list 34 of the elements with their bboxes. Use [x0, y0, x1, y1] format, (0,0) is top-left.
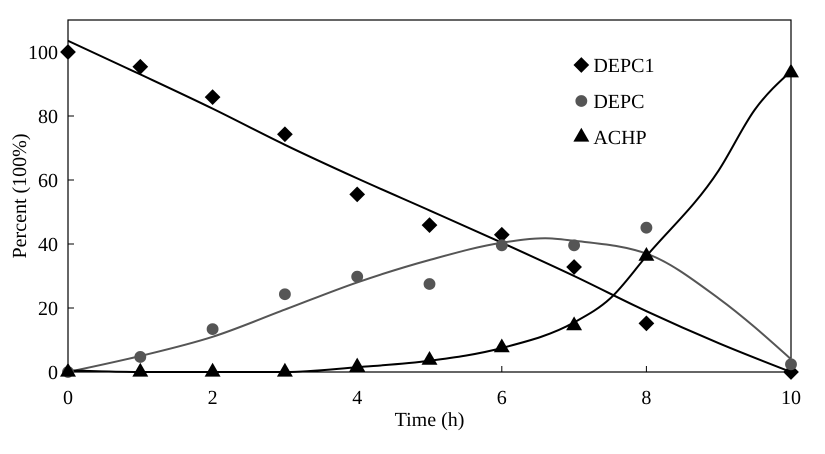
legend-label: DEPC1 [593, 55, 654, 77]
point [132, 58, 148, 75]
point [349, 186, 366, 202]
x-tick-label: 4 [352, 387, 362, 409]
point [422, 217, 438, 233]
point [351, 270, 364, 283]
point [785, 358, 797, 370]
point [568, 239, 580, 252]
legend-label: DEPC [593, 91, 644, 113]
y-axis-title: Percent (100%) [9, 134, 31, 258]
legend-label: ACHP [593, 127, 647, 149]
y-tick-label: 100 [28, 42, 58, 64]
point [204, 89, 220, 105]
y-tick-label: 0 [48, 362, 58, 384]
x-tick-label: 6 [496, 387, 507, 409]
x-tick-label: 10 [781, 387, 801, 409]
point [60, 44, 76, 60]
y-tick-label: 20 [38, 298, 58, 320]
x-axis-title: Time (h) [394, 409, 464, 431]
point [566, 259, 582, 275]
point [278, 288, 291, 300]
x-tick-label: 2 [208, 387, 218, 409]
x-tick-label: 8 [641, 387, 652, 409]
y-tick-label: 40 [38, 234, 58, 256]
point [424, 278, 436, 290]
point [640, 222, 652, 234]
point [134, 351, 146, 363]
y-tick-label: 80 [38, 106, 58, 128]
point [638, 315, 654, 332]
point [496, 239, 508, 252]
y-tick-label: 60 [38, 170, 58, 192]
point [206, 323, 219, 336]
x-tick-label: 0 [63, 387, 73, 409]
point [277, 126, 293, 142]
